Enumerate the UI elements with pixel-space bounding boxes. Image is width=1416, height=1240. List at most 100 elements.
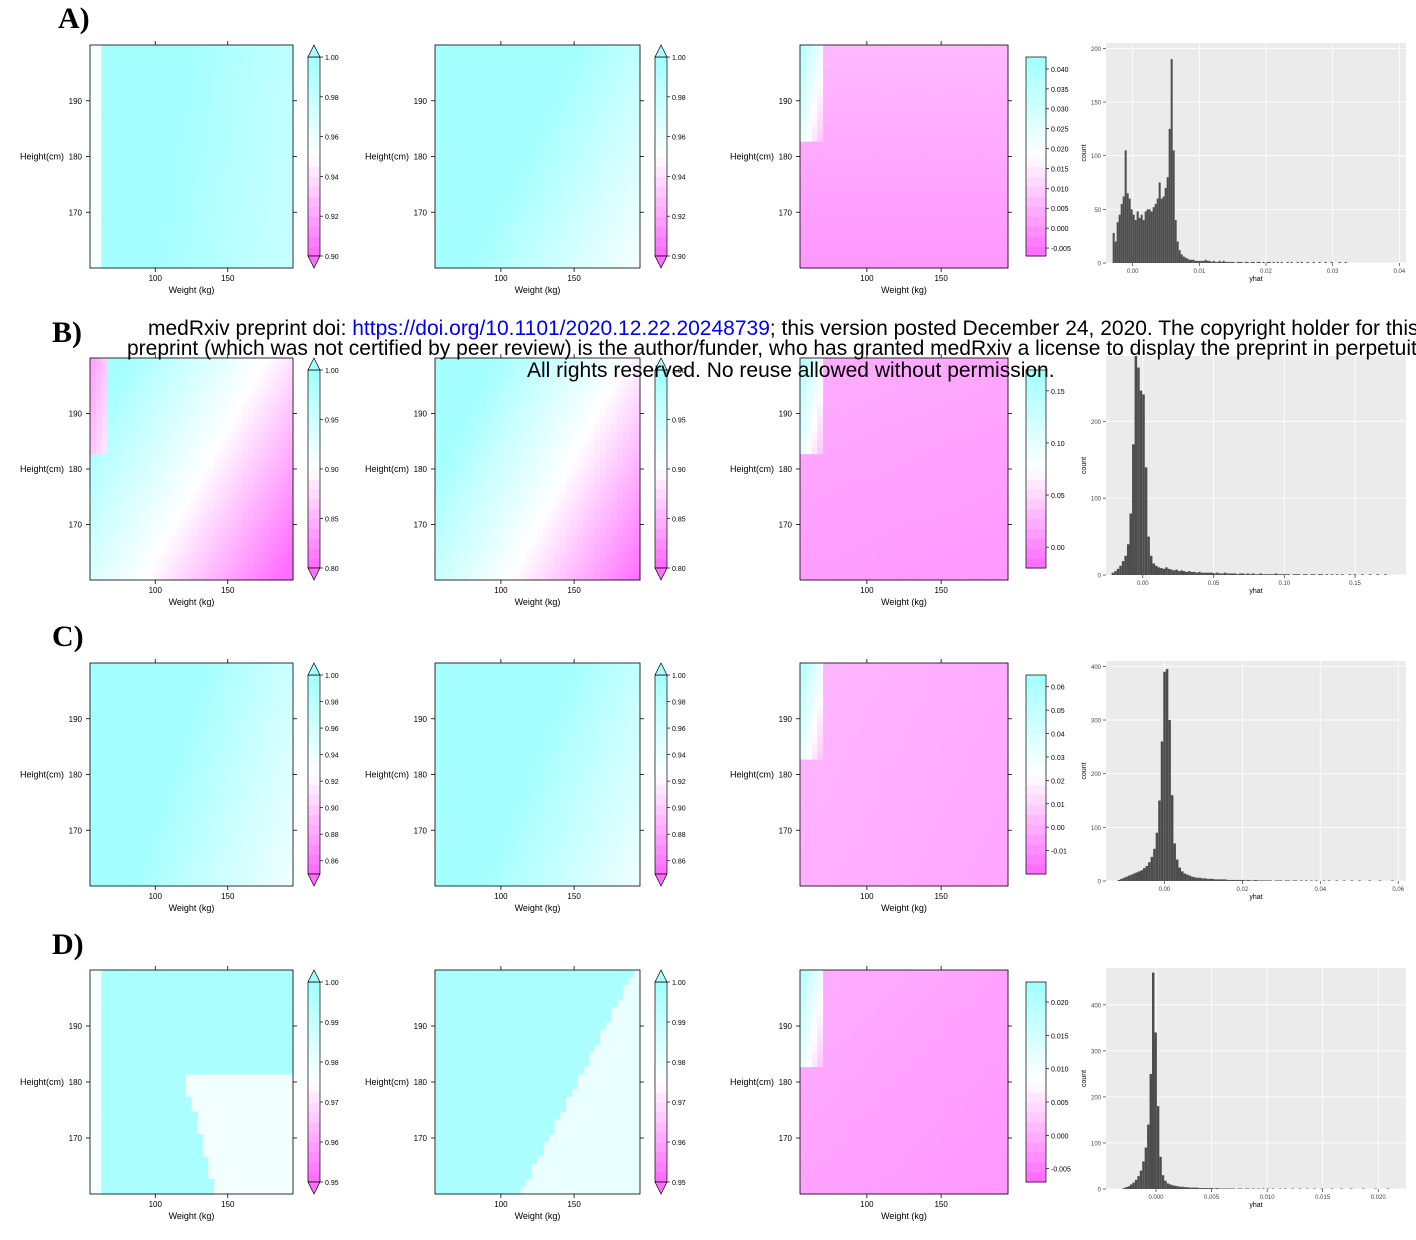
heatmap-cell: [612, 104, 618, 112]
heatmap-cell: [939, 119, 945, 127]
heatmap-cell: [520, 164, 526, 172]
color-key-step: [308, 176, 320, 187]
heatmap-cell: [107, 75, 113, 83]
heatmap-cell: [835, 246, 841, 254]
heatmap-cell: [979, 104, 985, 112]
heatmap-cell: [469, 171, 475, 179]
heatmap-cell: [881, 157, 887, 165]
heatmap-cell: [475, 410, 481, 418]
heatmap-cell: [276, 216, 282, 224]
heatmap-cell: [192, 67, 198, 75]
heatmap-cell: [124, 550, 130, 558]
heatmap-cell: [486, 573, 492, 581]
heatmap-cell: [237, 157, 243, 165]
heatmap-cell: [248, 536, 254, 544]
heatmap-cell: [583, 194, 589, 202]
heatmap-cell: [875, 60, 881, 68]
heatmap-cell: [869, 142, 875, 150]
color-key-label: 0.010: [1051, 186, 1069, 193]
heatmap-cell: [146, 127, 152, 135]
heatmap-cell: [612, 201, 618, 209]
color-key-label: 0.95: [325, 418, 339, 425]
heatmap-cell: [492, 484, 498, 492]
heatmap-cell: [208, 194, 214, 202]
heatmap-cell: [549, 209, 555, 217]
heatmap-cell: [572, 52, 578, 60]
heatmap-cell: [927, 52, 933, 60]
heatmap-cell: [248, 90, 254, 98]
heatmap-cell: [101, 536, 107, 544]
heatmap-cell: [129, 127, 135, 135]
heatmap-cell: [629, 201, 635, 209]
heatmap-cell: [612, 231, 618, 239]
color-key-step: [308, 519, 320, 530]
color-key-step: [655, 127, 667, 138]
heatmap-cell: [962, 149, 968, 157]
heatmap-cell: [118, 134, 124, 142]
heatmap-cell: [435, 550, 441, 558]
heatmap-cell: [208, 97, 214, 105]
heatmap-cell: [259, 97, 265, 105]
heatmap-cell: [96, 506, 102, 514]
heatmap-cell: [248, 565, 254, 573]
heatmap-cell: [96, 550, 102, 558]
heatmap-cell: [481, 499, 487, 507]
heatmap-cell: [835, 142, 841, 150]
heatmap-cell: [163, 238, 169, 246]
heatmap-cell: [892, 45, 898, 53]
heatmap-cell: [254, 90, 260, 98]
heatmap-cell: [475, 112, 481, 120]
heatmap-cell: [90, 365, 96, 373]
heatmap-cell: [916, 246, 922, 254]
heatmap-cell: [90, 60, 96, 68]
heatmap-cell: [282, 209, 288, 217]
heatmap-cell: [594, 201, 600, 209]
heatmap-cell: [538, 231, 544, 239]
heatmap-cell: [858, 142, 864, 150]
heatmap-cell: [968, 119, 974, 127]
heatmap-cell: [158, 521, 164, 529]
heatmap-cell: [875, 112, 881, 120]
heatmap-cell: [282, 149, 288, 157]
heatmap-cell: [469, 112, 475, 120]
color-key-step: [655, 246, 667, 257]
heatmap-cell: [203, 164, 209, 172]
heatmap-cell: [225, 186, 231, 194]
heatmap-cell: [220, 194, 226, 202]
heatmap-cell: [617, 171, 623, 179]
color-key-label: 1.00: [325, 368, 339, 375]
heatmap-cell: [481, 238, 487, 246]
heatmap-cell: [282, 469, 288, 477]
heatmap-cell: [515, 82, 521, 90]
heatmap-cell: [203, 149, 209, 157]
heatmap-cell: [892, 157, 898, 165]
heatmap-cell: [583, 216, 589, 224]
heatmap-cell: [589, 261, 595, 269]
heatmap-cell: [242, 104, 248, 112]
heatmap-cell: [276, 179, 282, 187]
heatmap-cell: [492, 60, 498, 68]
heatmap-cell: [475, 201, 481, 209]
x-tick-label: 0.00: [1127, 269, 1139, 275]
heatmap-cell: [492, 388, 498, 396]
heatmap-cell: [589, 82, 595, 90]
heatmap-cell: [225, 194, 231, 202]
heatmap-cell: [864, 127, 870, 135]
heatmap-cell: [248, 499, 254, 507]
heatmap-cell: [270, 528, 276, 536]
heatmap-cell: [220, 499, 226, 507]
heatmap-cell: [282, 550, 288, 558]
heatmap-cell: [944, 127, 950, 135]
heatmap-cell: [282, 127, 288, 135]
heatmap-cell: [192, 246, 198, 254]
heatmap-cell: [203, 223, 209, 231]
heatmap-cell: [113, 536, 119, 544]
heatmap-cell: [916, 90, 922, 98]
heatmap-cell: [458, 513, 464, 521]
heatmap-cell: [141, 454, 147, 462]
heatmap-cell: [101, 491, 107, 499]
heatmap-cell: [203, 157, 209, 165]
heatmap-cell: [458, 521, 464, 529]
heatmap-cell: [543, 179, 549, 187]
heatmap-cell: [458, 142, 464, 150]
